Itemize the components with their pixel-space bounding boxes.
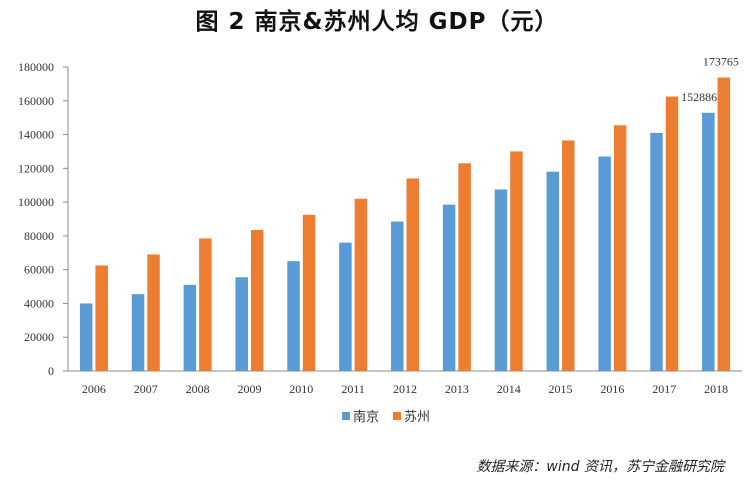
bar-suzhou-2018 xyxy=(717,77,731,372)
x-tick-label: 2017 xyxy=(652,382,676,396)
x-tick-label: 2008 xyxy=(186,382,210,396)
x-tick-label: 2013 xyxy=(445,382,469,396)
x-tick-label: 2015 xyxy=(549,382,573,396)
bar-nanjing-2016 xyxy=(598,156,611,371)
bar-nanjing-2011 xyxy=(339,242,352,371)
bar-suzhou-2010 xyxy=(302,214,316,371)
x-tick-label: 2016 xyxy=(600,382,624,396)
bar-suzhou-2017 xyxy=(665,96,679,372)
bar-nanjing-2014 xyxy=(494,189,508,371)
bar-nanjing-2009 xyxy=(235,277,248,371)
bar-suzhou-2006 xyxy=(95,265,108,371)
bar-suzhou-2014 xyxy=(510,151,523,371)
y-tick-label: 180000 xyxy=(18,60,54,74)
y-tick-label: 120000 xyxy=(18,161,54,175)
y-tick-label: 80000 xyxy=(24,229,54,243)
legend-swatch-nanjing xyxy=(342,412,350,420)
bar-nanjing-2013 xyxy=(442,204,456,371)
bar-suzhou-2013 xyxy=(458,163,471,371)
bar-suzhou-2012 xyxy=(406,178,419,371)
data-label-suzhou: 173765 xyxy=(703,55,739,69)
x-tick-label: 2006 xyxy=(82,382,106,396)
bar-suzhou-2008 xyxy=(199,238,212,371)
y-tick-label: 160000 xyxy=(18,94,54,108)
bar-nanjing-2017 xyxy=(650,132,663,371)
bar-nanjing-2010 xyxy=(287,261,300,371)
bar-nanjing-2007 xyxy=(131,294,145,371)
y-tick-label: 60000 xyxy=(24,263,54,277)
x-tick-label: 2018 xyxy=(704,382,728,396)
bar-suzhou-2015 xyxy=(562,140,575,371)
bar-nanjing-2006 xyxy=(79,303,93,371)
bar-suzhou-2007 xyxy=(147,254,160,371)
bar-nanjing-2018 xyxy=(702,112,715,371)
bar-suzhou-2009 xyxy=(250,229,264,371)
y-tick-label: 100000 xyxy=(18,195,54,209)
y-tick-label: 0 xyxy=(48,364,54,378)
data-label-nanjing: 152886 xyxy=(681,90,717,104)
bar-suzhou-2016 xyxy=(613,125,627,372)
chart-title: 图 2 南京&苏州人均 GDP（元） xyxy=(195,9,559,35)
legend-swatch-suzhou xyxy=(393,412,401,420)
x-tick-label: 2009 xyxy=(237,382,261,396)
legend-label-nanjing: 南京 xyxy=(353,409,379,425)
x-tick-label: 2014 xyxy=(497,382,521,396)
bar-nanjing-2015 xyxy=(546,171,560,371)
x-tick-label: 2010 xyxy=(289,382,313,396)
bar-nanjing-2008 xyxy=(183,284,197,371)
x-tick-label: 2007 xyxy=(134,382,158,396)
y-tick-label: 140000 xyxy=(18,128,54,142)
legend-label-suzhou: 苏州 xyxy=(404,409,430,425)
x-tick-label: 2012 xyxy=(393,382,417,396)
x-tick-label: 2011 xyxy=(341,382,365,396)
y-tick-label: 40000 xyxy=(24,296,54,310)
source-note: 数据来源：wind 资讯，苏宁金融研究院 xyxy=(476,459,724,475)
y-tick-label: 20000 xyxy=(24,330,54,344)
bar-nanjing-2012 xyxy=(391,221,404,371)
bar-suzhou-2011 xyxy=(354,198,368,371)
